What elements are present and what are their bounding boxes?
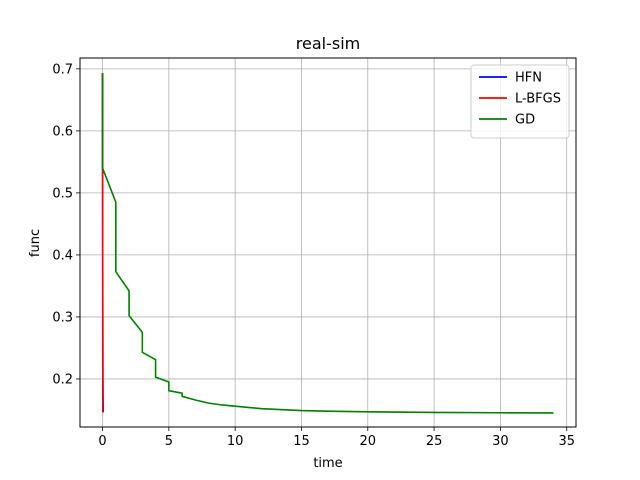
chart-title: real-sim (296, 34, 360, 53)
x-tick-label: 25 (426, 434, 443, 449)
y-tick-label: 0.4 (52, 248, 73, 263)
legend: HFN L-BFGS GD (470, 64, 570, 139)
plot-frame (79, 57, 577, 428)
x-tick-label: 30 (492, 434, 509, 449)
x-tick-label: 0 (98, 434, 106, 449)
legend-label: GD (515, 113, 535, 128)
y-axis-label: func (28, 229, 43, 257)
y-tick-label: 0.2 (52, 372, 73, 387)
y-axis-ticks: 0.2 0.3 0.4 0.5 0.6 0.7 (52, 62, 80, 387)
series-line-gd (101, 73, 554, 414)
x-axis-label: time (313, 456, 342, 471)
y-tick-label: 0.7 (52, 62, 73, 77)
y-tick-label: 0.3 (52, 310, 73, 325)
legend-label: L-BFGS (515, 92, 561, 107)
x-tick-label: 5 (165, 434, 173, 449)
x-tick-label: 15 (293, 434, 310, 449)
x-axis-ticks: 0 5 10 15 20 25 30 35 (98, 427, 575, 449)
x-tick-label: 10 (227, 434, 244, 449)
x-tick-label: 20 (360, 434, 377, 449)
y-tick-label: 0.5 (52, 186, 73, 201)
y-tick-label: 0.6 (52, 124, 73, 139)
series-layer (101, 73, 554, 414)
x-tick-label: 35 (558, 434, 575, 449)
legend-label: HFN (515, 71, 542, 86)
